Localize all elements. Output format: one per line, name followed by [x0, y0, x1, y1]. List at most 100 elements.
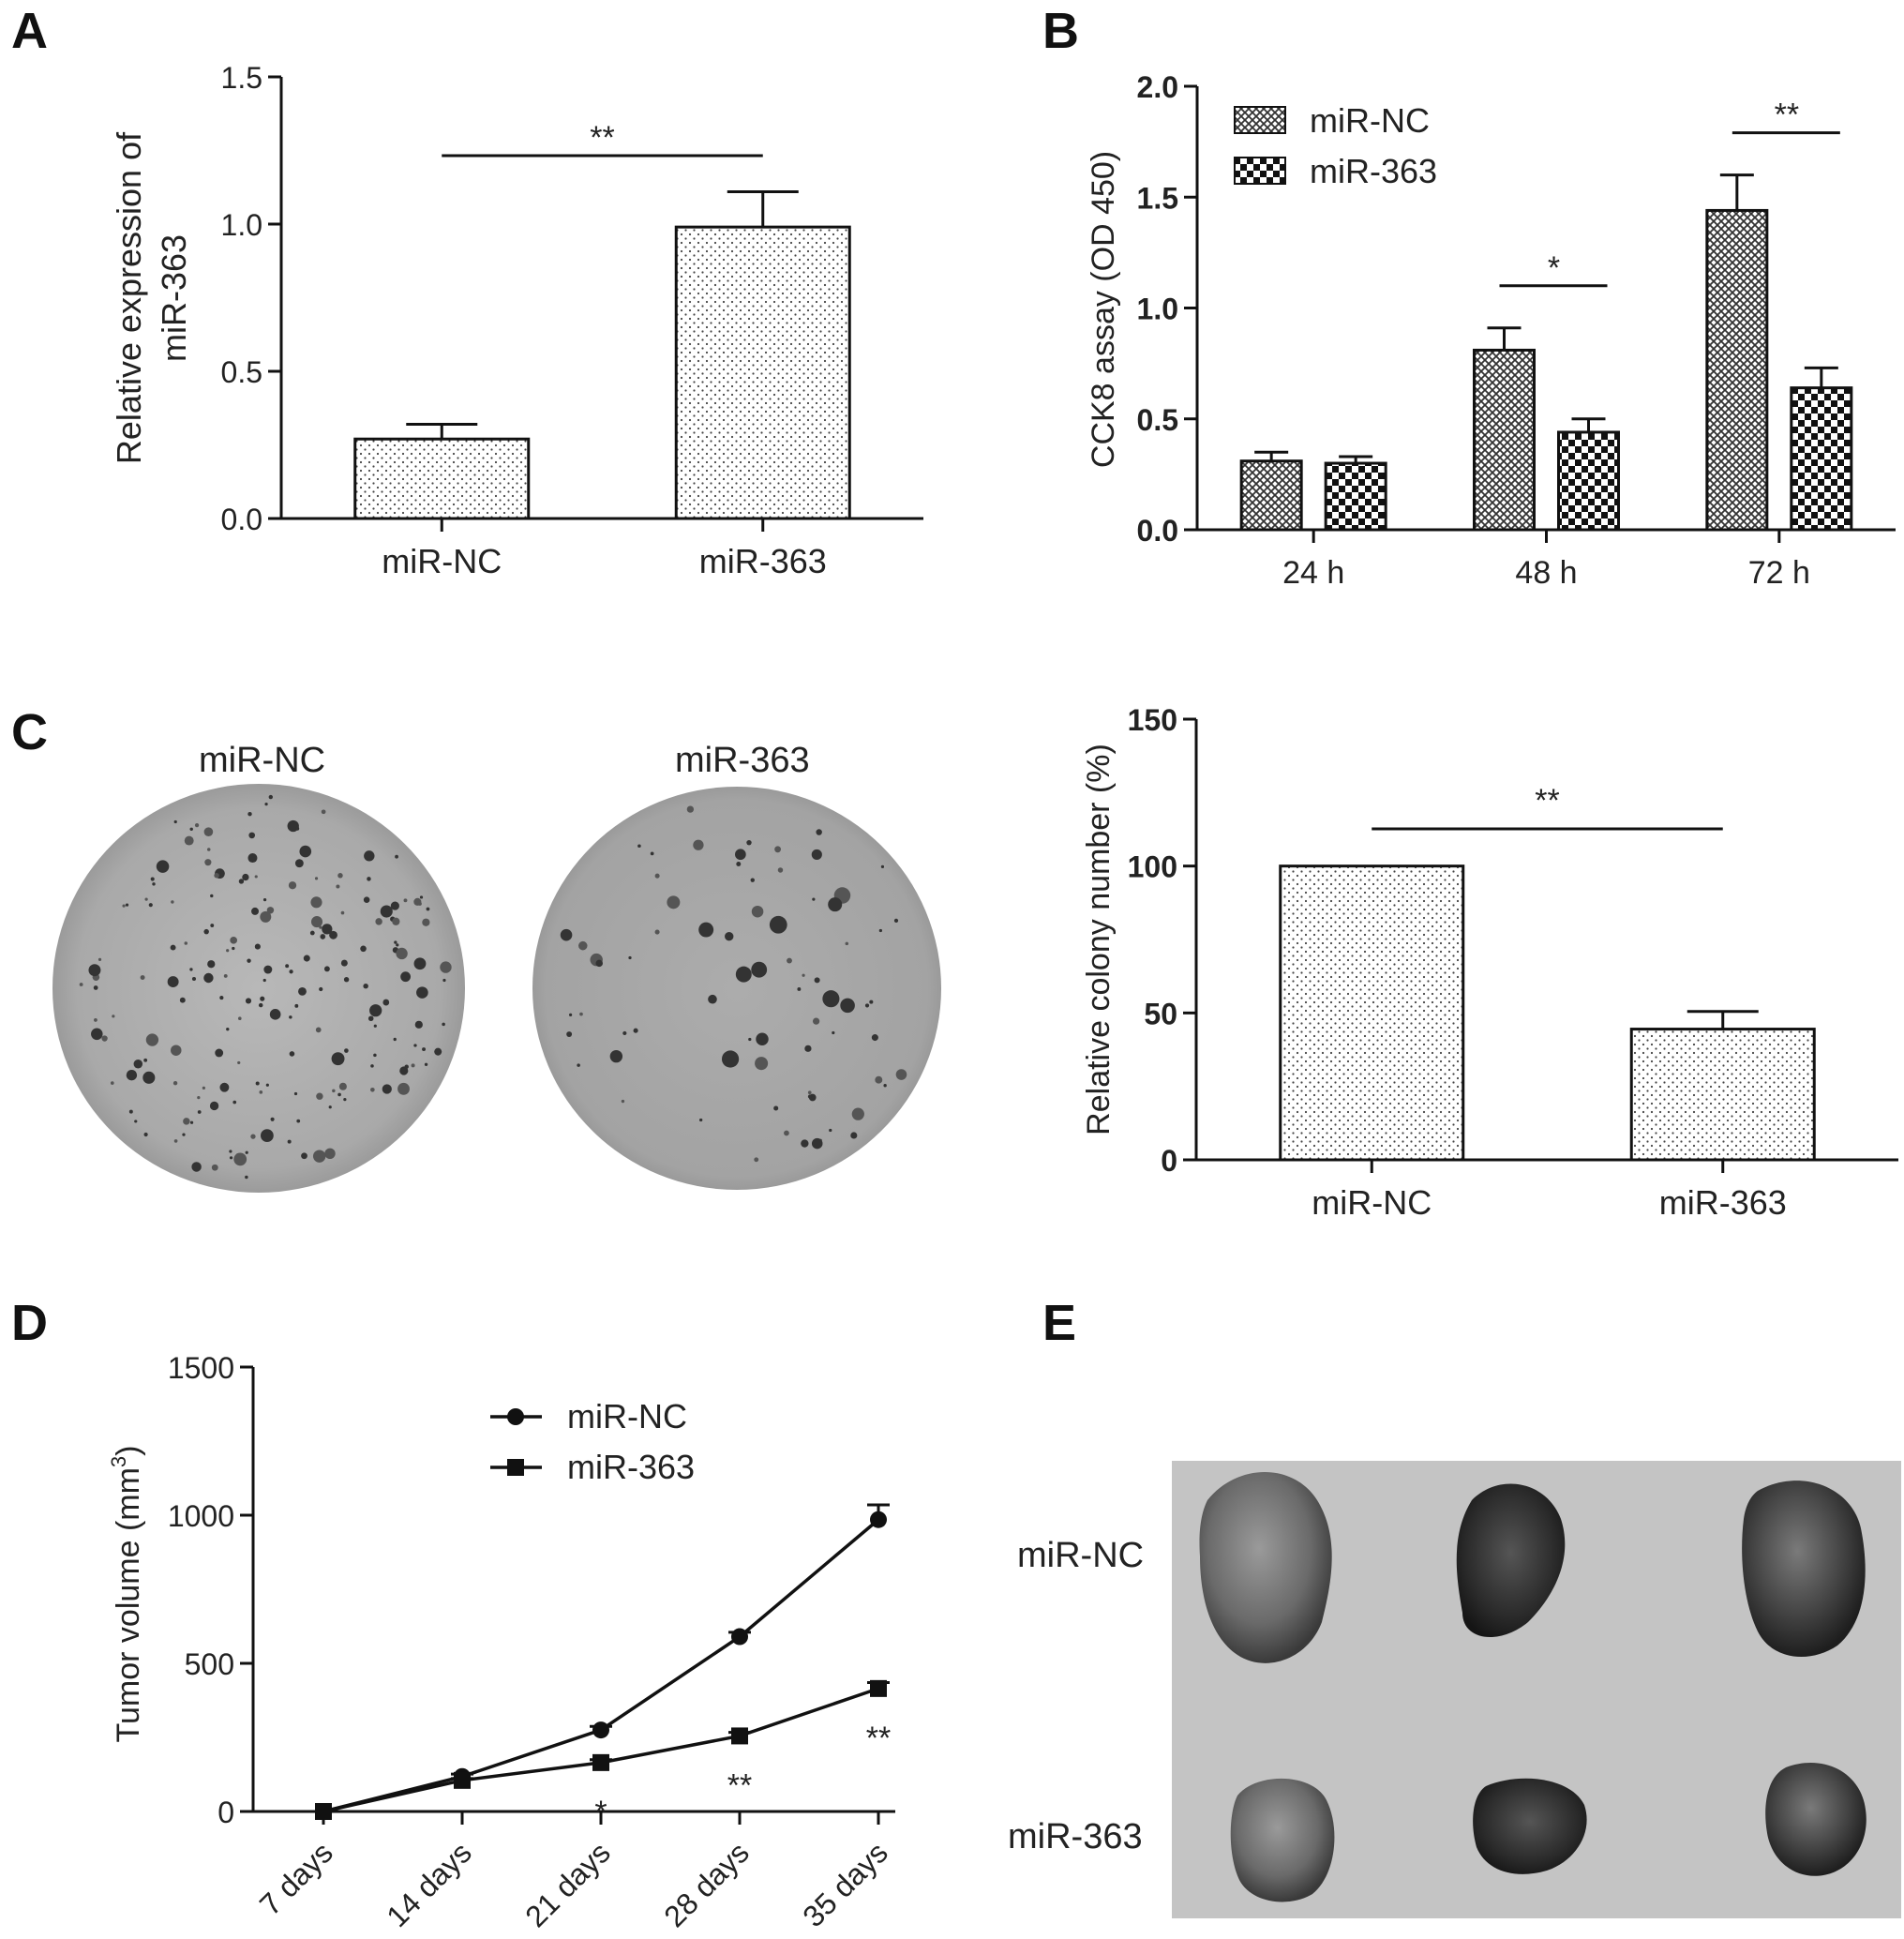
- colony-dot: [143, 1058, 148, 1062]
- colony-dot: [321, 809, 326, 815]
- colony-dot: [179, 997, 186, 1003]
- colony-dot: [812, 1017, 820, 1025]
- colony-dot: [245, 1175, 248, 1180]
- colony-dot: [650, 851, 654, 856]
- colony-dot: [337, 1092, 341, 1097]
- colonies-mir-nc: [79, 794, 452, 1180]
- colony-dot: [750, 878, 755, 882]
- colony-dot: [773, 1105, 779, 1111]
- colony-dot: [93, 985, 98, 990]
- colony-dot: [828, 897, 843, 912]
- colony-dot: [229, 1150, 232, 1153]
- colony-dot: [269, 1008, 281, 1020]
- colony-dot: [258, 1002, 263, 1008]
- colony-dot: [144, 897, 148, 901]
- colony-dot: [232, 946, 235, 951]
- plate-mir-nc: [52, 784, 465, 1193]
- colony-dot: [245, 1150, 248, 1154]
- chart-a-x-tick-label: miR-NC: [382, 542, 502, 580]
- colony-dot: [850, 1132, 858, 1139]
- chart-b-y-tick-label: 0.5: [1137, 403, 1178, 437]
- colony-dot: [725, 932, 734, 941]
- colony-dot: [343, 1097, 347, 1102]
- colony-dot: [622, 1030, 627, 1036]
- colony-dot: [812, 897, 816, 901]
- chart-d-point-square: [315, 1803, 332, 1820]
- colony-dot: [247, 958, 251, 963]
- colony-dot: [329, 930, 337, 939]
- colony-dot: [397, 1082, 410, 1095]
- colony-dot: [263, 965, 273, 974]
- chart-b-legend-swatch: [1234, 106, 1286, 134]
- colony-dot: [871, 1034, 878, 1042]
- chart-d-point-square: [731, 1727, 748, 1745]
- colony-dot: [298, 986, 307, 996]
- colony-dot: [210, 894, 214, 898]
- row-label-mir-nc: miR-NC: [1017, 1536, 1145, 1575]
- colony-dot: [254, 943, 261, 950]
- colony-dot: [182, 1133, 186, 1136]
- colony-dot: [755, 1057, 769, 1071]
- chart-d-x-tick-label: 14 days: [380, 1835, 478, 1933]
- colony-dot: [774, 846, 782, 853]
- colony-dot: [247, 811, 252, 817]
- colony-dot: [293, 1091, 298, 1096]
- chart-d-point-circle: [731, 1628, 748, 1646]
- chart-d-y-tick-label: 500: [185, 1647, 234, 1681]
- colony-dot: [287, 1139, 292, 1144]
- colony-dot: [814, 977, 820, 984]
- chart-a-y-tick-label: 0.5: [221, 355, 262, 389]
- colony-dot: [251, 907, 260, 915]
- colony-dot: [245, 998, 252, 1004]
- colony-dot: [331, 1052, 345, 1066]
- chart-c-significance-label: **: [1535, 783, 1559, 819]
- colony-dot: [145, 1033, 159, 1046]
- colony-dot: [312, 1150, 326, 1163]
- colony-dot: [268, 794, 274, 800]
- colony-dot: [422, 918, 430, 926]
- colony-dot: [150, 877, 155, 881]
- chart-d-significance-label: *: [594, 1795, 607, 1830]
- colony-dot: [578, 940, 588, 951]
- colony-dot: [807, 1090, 812, 1095]
- colony-dot: [367, 877, 371, 881]
- chart-a-y-tick-label: 1.0: [221, 208, 262, 242]
- colony-dot: [133, 1060, 143, 1069]
- tumor-mir-nc-3: [1742, 1481, 1866, 1657]
- chart-d-y-tick-label: 0: [217, 1796, 234, 1829]
- chart-b-legend-label: miR-363: [1310, 152, 1437, 190]
- colony-dot: [424, 1062, 428, 1066]
- colony-dot: [126, 1070, 138, 1081]
- panel-letter-b: B: [1042, 3, 1079, 59]
- colony-dot: [88, 964, 101, 977]
- colony-dot: [851, 1107, 864, 1120]
- chart-c-y-tick-label: 150: [1128, 703, 1177, 737]
- chart-c-y-tick-label: 50: [1144, 997, 1177, 1030]
- colony-dot: [699, 1118, 703, 1122]
- colony-dot: [667, 895, 681, 909]
- colony-dot: [110, 1081, 114, 1085]
- colony-dot: [264, 803, 268, 806]
- colony-dot: [654, 929, 660, 935]
- chart-d-x-tick-label: 35 days: [796, 1835, 894, 1933]
- chart-b-y-tick-label: 1.5: [1137, 181, 1178, 215]
- colony-dot: [320, 934, 325, 939]
- colony-dot: [413, 1044, 417, 1047]
- chart-b-x-tick-label: 24 h: [1282, 555, 1344, 591]
- colony-dot: [226, 1027, 230, 1031]
- colony-dot: [299, 845, 312, 858]
- colony-dot: [829, 1128, 832, 1133]
- colony-dot: [254, 875, 258, 879]
- colony-dot: [148, 903, 153, 908]
- panel-letter-c: C: [11, 704, 48, 760]
- chart-b-y-axis-label: CCK8 assay (OD 450): [1086, 151, 1121, 468]
- colony-dot: [400, 971, 412, 983]
- panel-letter-e: E: [1042, 1295, 1077, 1351]
- colony-dot: [426, 907, 430, 911]
- colony-dot: [260, 910, 272, 923]
- colony-dot: [370, 1064, 374, 1068]
- colony-dot: [577, 1063, 580, 1067]
- chart-d-legend-label: miR-NC: [567, 1397, 687, 1435]
